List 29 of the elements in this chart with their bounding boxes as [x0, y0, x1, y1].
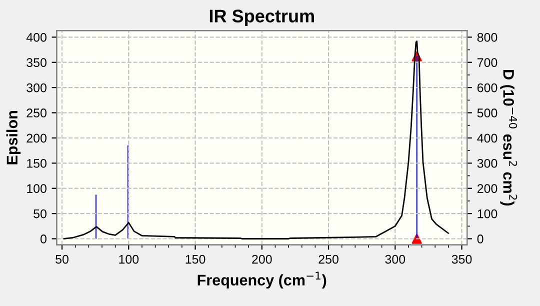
- y-axis-title: Epsilon: [6, 111, 21, 164]
- y-tick-label: 0: [40, 234, 46, 244]
- x-tick-label: 350: [452, 254, 472, 264]
- y2-tick-label: 200: [477, 184, 498, 194]
- y-tick-label: 200: [26, 134, 46, 143]
- y2-tick-label: 700: [477, 58, 498, 68]
- y2-tick-label: 300: [477, 158, 498, 168]
- y2-tick-label: 100: [478, 209, 498, 218]
- y-tick-label: 50: [34, 209, 46, 218]
- x-tick-label: 200: [252, 254, 272, 264]
- chart-title: IR Spectrum: [210, 10, 314, 26]
- x-tick-label: 250: [318, 254, 338, 264]
- x-axis-title: Frequency (cm$^{−1}$): [198, 272, 326, 289]
- x-tick-label: 300: [385, 254, 406, 264]
- x-tick-label: 150: [186, 254, 206, 264]
- y2-tick-label: 0: [477, 234, 484, 244]
- y-tick-label: 100: [27, 184, 46, 194]
- y-tick-label: 150: [27, 158, 46, 168]
- x-tick-label: 50: [56, 254, 68, 264]
- y-tick-label: 250: [26, 108, 46, 118]
- y2-tick-label: 800: [477, 32, 498, 42]
- y-tick-label: 350: [26, 58, 46, 68]
- y-tick-label: 400: [26, 32, 46, 42]
- y2-tick-label: 600: [477, 83, 498, 92]
- x-tick-label: 100: [119, 254, 139, 264]
- y-tick-label: 300: [26, 83, 46, 92]
- y2-axis-title: D (10$^{−40}$ esu$^{2}$ cm$^{2}$): [500, 70, 518, 206]
- y2-tick-label: 400: [477, 134, 498, 143]
- y2-tick-label: 500: [477, 108, 498, 118]
